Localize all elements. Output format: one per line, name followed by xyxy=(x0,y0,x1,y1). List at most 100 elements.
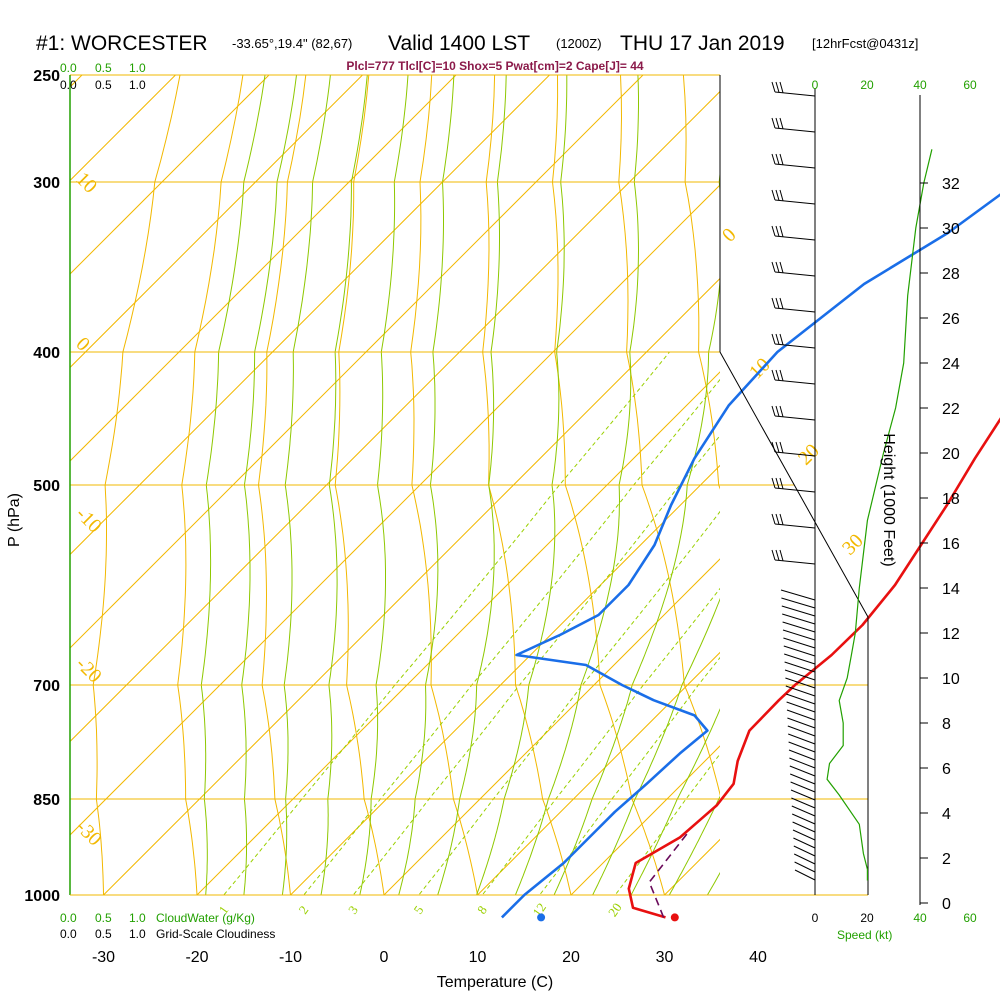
wind-barb-feather xyxy=(771,405,776,417)
mixing-ratio-label: 2 xyxy=(295,903,311,917)
cloud-tick-top-black-2: 1.0 xyxy=(129,78,146,92)
wind-barb xyxy=(793,837,816,849)
mixing-ratio-lines xyxy=(223,352,720,895)
speed-label: Speed (kt) xyxy=(837,928,892,942)
moist-adiabat-line xyxy=(320,75,368,895)
isotherm-line xyxy=(70,75,270,275)
zulu-time: (1200Z) xyxy=(556,36,602,51)
wind-barb-feather xyxy=(779,117,784,129)
wind-barb-feather xyxy=(771,189,776,201)
pressure-tick-label: 700 xyxy=(33,678,60,695)
speed-tick-bottom-0: 0 xyxy=(812,911,819,925)
wind-barb-feather xyxy=(779,441,784,453)
wind-barb-feather xyxy=(771,513,776,525)
temperature-line xyxy=(627,417,1000,919)
pressure-tick-label: 850 xyxy=(33,792,60,809)
wind-barb xyxy=(788,749,816,761)
dry-adiabat-line xyxy=(257,75,307,895)
wind-barb-feather xyxy=(775,333,780,345)
dry-adiabat-line xyxy=(482,75,572,895)
isotherm-label: 0 xyxy=(718,224,741,247)
pressure-tick-label: 1000 xyxy=(24,888,60,905)
wind-barb-feather xyxy=(771,225,776,237)
isotherm-line xyxy=(102,277,720,895)
wind-barb xyxy=(782,613,816,625)
wind-barb-feather xyxy=(775,153,780,165)
wind-barb xyxy=(774,451,816,457)
wind-barb xyxy=(774,523,816,529)
dewpoint-line xyxy=(500,193,1000,919)
height-tick-label: 10 xyxy=(942,671,960,688)
wind-barb xyxy=(794,869,816,881)
wind-barb xyxy=(786,693,816,705)
wind-barb xyxy=(782,621,816,633)
wind-barb-feather xyxy=(779,405,784,417)
wind-barb xyxy=(794,861,816,873)
cloud-scale-top: 0.0 0.5 1.0 0.0 0.5 1.0 xyxy=(60,61,146,92)
speed-tick-top-1: 20 xyxy=(860,78,874,92)
height-tick-label: 8 xyxy=(942,716,951,733)
height-axis-label: Height (1000 Feet) xyxy=(880,433,897,566)
height-tick-label: 20 xyxy=(942,446,960,463)
pressure-tick-label: 300 xyxy=(33,175,60,192)
height-tick-label: 12 xyxy=(942,626,960,643)
wind-barb xyxy=(790,781,816,793)
wind-barb xyxy=(785,685,816,697)
moist-adiabat-line xyxy=(241,75,297,895)
height-tick-label: 16 xyxy=(942,536,960,553)
temperature-tick-label: 40 xyxy=(749,949,767,966)
wind-barb xyxy=(792,821,816,833)
mixing-ratio-label: 20 xyxy=(605,900,625,919)
wind-barb-feather xyxy=(779,333,784,345)
moist-adiabat-line xyxy=(630,708,720,895)
wind-barb-feather xyxy=(779,549,784,561)
wind-barb-feather xyxy=(771,261,776,273)
moist-adiabat-lines xyxy=(200,75,720,895)
height-tick-label: 26 xyxy=(942,311,960,328)
pressure-tick-label: 500 xyxy=(33,478,60,495)
cloud-tick-top-black-1: 0.5 xyxy=(95,78,112,92)
wind-barb-feather xyxy=(775,549,780,561)
speed-tick-top-2: 40 xyxy=(913,78,927,92)
wind-barb-feather xyxy=(771,549,776,561)
wind-barb-feather xyxy=(771,333,776,345)
isotherm-lines xyxy=(70,75,720,895)
isotherm-label: 10 xyxy=(71,168,101,198)
speed-tick-bottom-1: 20 xyxy=(860,911,874,925)
dry-adiabat-line xyxy=(618,75,720,797)
wind-barb xyxy=(783,645,816,657)
wind-barb xyxy=(784,661,816,673)
parcel-path-line xyxy=(648,830,690,918)
moist-adiabat-line xyxy=(437,75,507,895)
wind-barb-feather xyxy=(771,81,776,93)
temperature-tick-label: -20 xyxy=(185,949,208,966)
wind-barb-feather xyxy=(775,369,780,381)
wind-barb-feather xyxy=(779,297,784,309)
wind-barb xyxy=(782,629,816,641)
wind-barb-feather xyxy=(775,477,780,489)
height-tick-label: 0 xyxy=(942,896,951,913)
wind-barb xyxy=(793,845,816,857)
wind-barb-feather xyxy=(775,225,780,237)
wind-barb xyxy=(774,307,816,313)
mixing-ratio-line xyxy=(223,352,670,895)
wind-barb-feather xyxy=(771,477,776,489)
x-axis-label: Temperature (C) xyxy=(437,974,553,991)
cloud-tick-top-green-0: 0.0 xyxy=(60,61,77,75)
pressure-tick-label: 400 xyxy=(33,345,60,362)
moist-adiabat-line xyxy=(553,168,720,895)
wind-barb-feather xyxy=(779,477,784,489)
wind-barb xyxy=(774,415,816,421)
wind-barb-feather xyxy=(771,153,776,165)
wind-barb-feather xyxy=(775,441,780,453)
speed-tick-bottom-3: 60 xyxy=(963,911,977,925)
isotherm-line xyxy=(70,75,457,462)
cloud-tick-bottom-green-2: 1.0 xyxy=(129,911,146,925)
wind-barb-feather xyxy=(775,261,780,273)
speed-scale-top: 0 20 40 60 xyxy=(812,78,977,92)
isotherm-line xyxy=(383,558,720,895)
wind-barb xyxy=(787,725,816,737)
location-coordinates: -33.65°,19.4" (82,67) xyxy=(232,36,352,51)
wind-barb-feather xyxy=(775,81,780,93)
